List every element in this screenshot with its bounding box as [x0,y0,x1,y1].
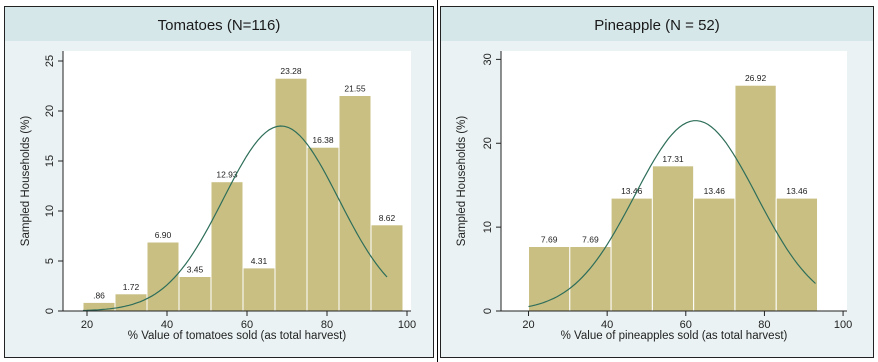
tomatoes-title-band [5,7,433,41]
tomatoes-bar-4 [178,276,212,312]
pineapple-y-axis-label: Sampled Households (%) [456,116,468,247]
tomatoes-x-tick-label-60: 60 [241,319,253,331]
tomatoes-y-tick-label-25: 25 [44,55,56,67]
pineapple-x-tick-label-20: 20 [522,319,534,331]
tomatoes-bar-label-4: 3.45 [187,265,204,275]
tomatoes-bar-label-1: .86 [93,290,105,300]
pineapple-x-tick-label-100: 100 [834,319,852,331]
tomatoes-bar-9 [338,95,372,312]
tomatoes-bar-10 [370,224,404,312]
pineapple-bar-label-1: 7.69 [541,235,558,245]
pineapple-bar-7 [775,197,819,312]
tomatoes-bar-label-9: 21.55 [344,84,366,94]
pineapple-chart-title: Pineapple (N = 52) [594,17,720,34]
tomatoes-chart-panel: Tomatoes (N=116) .86 1.72 6.90 3.45 12.93 4.31… [4,6,434,358]
pineapple-title-band [441,7,873,41]
pineapple-bar-3 [610,197,653,312]
tomatoes-y-tick-label-15: 15 [44,155,56,167]
tomatoes-x-axis-label: % Value of tomatoes sold (as total harve… [128,330,347,342]
tomatoes-bar-label-5: 12.93 [216,170,238,180]
pineapple-bar-6 [734,84,777,312]
pineapple-y-tick-label-10: 10 [482,221,494,233]
pineapple-x-tick-label-60: 60 [680,319,692,331]
tomatoes-chart: Tomatoes (N=116) .86 1.72 6.90 3.45 12.93 4.31… [5,7,433,342]
pineapple-x-axis-label: % Value of pineapples sold (as total har… [561,330,788,342]
pineapple-bar-label-6: 26.92 [745,73,767,83]
pineapple-x-tick-label-80: 80 [758,319,770,331]
pineapple-bar-label-7: 13.46 [786,186,808,196]
tomatoes-y-tick-label-10: 10 [44,205,56,217]
tomatoes-bar-label-10: 8.62 [379,213,396,223]
tomatoes-x-tick-label-80: 80 [321,319,333,331]
tomatoes-chart-title: Tomatoes (N=116) [158,17,281,34]
pineapple-bar-2 [569,246,612,312]
tomatoes-bar-label-3: 6.90 [155,230,172,240]
pineapple-bar-1 [528,246,571,312]
tomatoes-y-tick-label-5: 5 [44,258,56,264]
pineapple-chart-panel: Pineapple (N = 52) 7.69 7.69 13.46 17.31 13.4… [440,6,874,358]
tomatoes-x-tick-label-40: 40 [161,319,173,331]
pineapple-y-tick-label-0: 0 [482,308,494,314]
pineapple-bar-label-5: 13.46 [704,186,726,196]
tomatoes-x-tick-label-100: 100 [398,319,416,331]
tomatoes-x-tick-label-20: 20 [81,319,93,331]
tomatoes-bar-8 [306,146,340,312]
pineapple-y-tick-label-30: 30 [482,53,494,65]
tomatoes-bar-label-8: 16.38 [312,135,334,145]
tomatoes-y-axis-label: Sampled Households (%) [20,116,32,247]
pineapple-bar-4 [651,165,695,312]
tomatoes-bar-label-7: 23.28 [280,66,302,76]
pineapple-chart: Pineapple (N = 52) 7.69 7.69 13.46 17.31 13.4… [441,7,873,342]
tomatoes-bar-5 [210,181,244,312]
pineapple-bar-label-4: 17.31 [662,154,684,164]
tomatoes-bar-label-2: 1.72 [123,282,140,292]
tomatoes-y-tick-label-0: 0 [44,308,56,314]
panel-divider [437,0,438,362]
pineapple-y-tick-label-20: 20 [482,137,494,149]
tomatoes-bar-7 [274,77,308,312]
tomatoes-y-tick-label-20: 20 [44,105,56,117]
tomatoes-normal-curve [82,125,388,312]
tomatoes-bar-3 [146,241,180,312]
pineapple-normal-curve [528,120,816,308]
tomatoes-bar-2 [114,293,148,312]
tomatoes-bar-label-6: 4.31 [251,256,268,266]
pineapple-bar-5 [693,197,736,312]
pineapple-bar-label-3: 13.46 [621,186,643,196]
tomatoes-bar-6 [242,267,276,312]
pineapple-bar-label-2: 7.69 [582,235,599,245]
pineapple-x-tick-label-40: 40 [601,319,613,331]
